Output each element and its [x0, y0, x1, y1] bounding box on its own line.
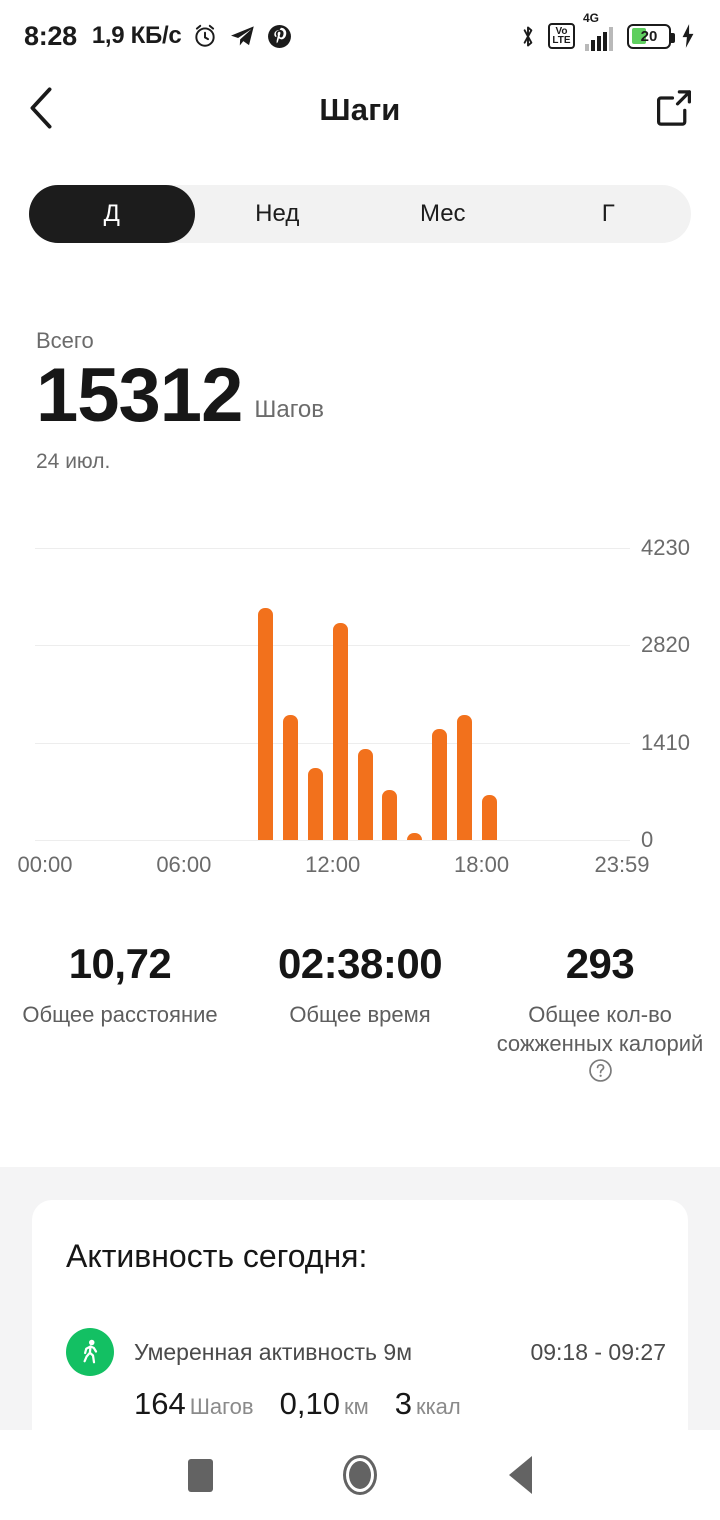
chart-bar[interactable] — [332, 623, 348, 840]
chart-gridline — [35, 742, 630, 744]
stat-calories-label-text: Общее кол-во сожженных калорий — [496, 1002, 704, 1057]
tab-week[interactable]: Нед — [255, 200, 300, 227]
activity-card-title: Активность сегодня: — [66, 1238, 368, 1274]
stat-time-label: Общее время — [289, 1002, 431, 1027]
chart-bar[interactable] — [431, 728, 447, 840]
stat-distance: 10,72 Общее расстояние — [0, 940, 240, 1090]
pinterest-icon — [267, 24, 292, 49]
chart-x-tick-label: 00:00 — [17, 852, 73, 877]
app-header: Шаги — [0, 72, 720, 148]
volte-bottom-label: LTE — [552, 35, 571, 46]
tab-year[interactable]: Г — [601, 200, 615, 227]
telegram-icon — [229, 23, 256, 50]
stat-distance-value: 10,72 — [68, 940, 172, 987]
stat-time-value: 02:38:00 — [277, 940, 443, 987]
question-mark-circle-icon[interactable] — [588, 1058, 613, 1090]
chart-bar[interactable] — [481, 795, 497, 840]
activity-card: Активность сегодня: Умеренная активность… — [32, 1200, 688, 1460]
chart-y-tick-label: 4230 — [641, 535, 690, 560]
status-bar-left: 8:28 1,9 КБ/с — [24, 21, 292, 52]
chart-bar[interactable] — [283, 715, 299, 840]
stat-time: 02:38:00 Общее время — [240, 940, 480, 1090]
volte-top-label: Vo — [555, 25, 568, 37]
home-button[interactable] — [328, 1443, 392, 1507]
activity-steps-value: 164 — [134, 1386, 186, 1421]
tab-month[interactable]: Мес — [419, 200, 466, 227]
summary-value-row: 15312 Шагов — [36, 353, 325, 438]
battery-percent-label: 20 — [640, 27, 658, 45]
stat-distance-label: Общее расстояние — [22, 1002, 218, 1027]
activity-calories-unit: ккал — [415, 1394, 461, 1419]
network-speed: 1,9 КБ/с — [91, 22, 182, 49]
tab-day[interactable]: Д — [29, 185, 195, 243]
chart-x-tick-label: 18:00 — [454, 852, 510, 877]
activity-distance-value: 0,10 — [279, 1386, 340, 1421]
alarm-clock-icon — [192, 23, 218, 49]
share-button[interactable] — [648, 87, 694, 133]
share-external-icon — [654, 88, 694, 133]
activity-name: Умеренная активность 9м — [134, 1338, 413, 1365]
chart-x-tick-label: 12:00 — [305, 852, 361, 877]
page-title: Шаги — [319, 92, 401, 127]
activity-distance-unit: км — [343, 1394, 369, 1419]
stat-calories: 293 Общее кол-во сожженных калорий — [480, 940, 720, 1090]
summary-date: 24 июл. — [36, 450, 111, 474]
chart-bar[interactable] — [407, 833, 423, 840]
activity-calories-value: 3 — [394, 1386, 412, 1421]
back-button-nav[interactable] — [488, 1443, 552, 1507]
status-time: 8:28 — [24, 20, 77, 51]
summary-unit: Шагов — [254, 396, 325, 424]
recents-button[interactable] — [168, 1443, 232, 1507]
activity-time-range: 09:18 - 09:27 — [530, 1338, 666, 1365]
charging-bolt-icon — [680, 23, 696, 49]
back-button[interactable] — [26, 85, 72, 136]
period-tab-bar: Д Нед Мес Г — [29, 185, 691, 243]
chart-gridline — [35, 548, 630, 549]
home-circle-icon — [343, 1455, 377, 1495]
chart-bar[interactable] — [258, 608, 274, 840]
chart-y-tick-label: 0 — [641, 827, 654, 852]
summary-value: 15312 — [36, 353, 243, 438]
stats-row: 10,72 Общее расстояние 02:38:00 Общее вр… — [0, 940, 720, 1090]
walking-person-icon — [66, 1328, 114, 1376]
chart-bar[interactable] — [357, 748, 373, 840]
chart-bar[interactable] — [456, 715, 472, 840]
volte-icon: Vo LTE — [548, 23, 575, 49]
android-navigation-bar — [0, 1430, 720, 1520]
activity-steps-unit: Шагов — [189, 1394, 254, 1419]
chart-bar[interactable] — [382, 789, 398, 840]
battery-fill — [631, 28, 647, 44]
status-bar-right: Vo LTE 4G 20 — [517, 11, 696, 52]
stat-calories-label: Общее кол-во сожженных калорий — [486, 1000, 714, 1090]
chart-x-tick-label: 06:00 — [156, 852, 212, 877]
chart-y-tick-label: 1410 — [641, 729, 690, 755]
activity-item-header: Умеренная активность 9м 09:18 - 09:27 — [66, 1328, 666, 1376]
chart-plot-area — [35, 548, 630, 841]
4g-signal-icon: 4G — [583, 11, 618, 52]
network-type-label: 4G — [583, 10, 600, 25]
activity-metrics: 164 Шагов 0,10 км 3 ккал — [134, 1386, 666, 1422]
chevron-left-icon — [26, 85, 56, 136]
battery-icon: 20 — [627, 23, 675, 49]
summary-label: Всего — [36, 328, 94, 353]
stat-calories-value: 293 — [565, 940, 635, 987]
steps-chart[interactable]: 0 1410 2820 4230 00:00 06:00 12:00 18:00 23:59 — [0, 530, 720, 880]
chart-bar[interactable] — [307, 768, 323, 840]
recents-square-icon — [187, 1458, 213, 1492]
bluetooth-icon — [517, 23, 539, 50]
list-item[interactable]: Умеренная активность 9м 09:18 - 09:27 16… — [66, 1328, 666, 1422]
chart-y-tick-label: 2820 — [641, 632, 690, 658]
summary-block: Всего 15312 Шагов 24 июл. — [36, 328, 324, 474]
chart-gridline — [35, 840, 630, 841]
chart-gridline — [35, 645, 630, 647]
status-bar: 8:28 1,9 КБ/с Vo LTE 4G — [0, 0, 720, 72]
back-triangle-icon — [508, 1456, 532, 1494]
chart-x-tick-label: 23:59 — [594, 852, 650, 877]
